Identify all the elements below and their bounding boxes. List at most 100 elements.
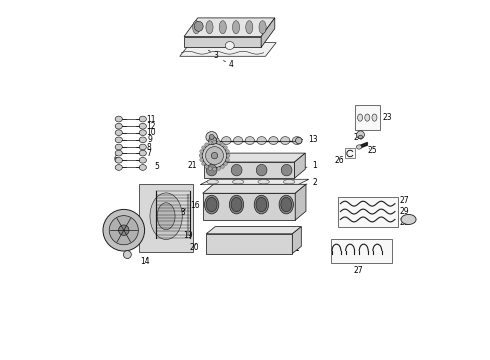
Ellipse shape xyxy=(356,145,362,149)
Ellipse shape xyxy=(281,197,292,212)
Text: 2: 2 xyxy=(305,178,318,187)
Bar xyxy=(344,148,355,158)
Ellipse shape xyxy=(254,195,269,214)
Text: 14: 14 xyxy=(141,257,150,266)
Text: 28: 28 xyxy=(399,218,409,227)
Ellipse shape xyxy=(232,180,244,184)
Ellipse shape xyxy=(358,114,363,121)
Text: 10: 10 xyxy=(147,128,156,137)
Ellipse shape xyxy=(231,197,242,212)
Ellipse shape xyxy=(193,21,200,34)
Polygon shape xyxy=(261,18,275,47)
Polygon shape xyxy=(294,153,305,178)
Text: 20: 20 xyxy=(189,243,199,252)
Ellipse shape xyxy=(139,137,147,143)
Ellipse shape xyxy=(200,158,203,162)
Ellipse shape xyxy=(365,114,370,121)
Ellipse shape xyxy=(139,116,147,122)
Text: 3: 3 xyxy=(208,50,218,60)
Ellipse shape xyxy=(281,165,292,176)
Ellipse shape xyxy=(209,134,214,139)
Polygon shape xyxy=(180,42,276,56)
Ellipse shape xyxy=(205,165,208,168)
Ellipse shape xyxy=(205,147,223,165)
Polygon shape xyxy=(206,226,301,234)
Text: 27: 27 xyxy=(399,196,409,205)
Polygon shape xyxy=(204,162,294,178)
Ellipse shape xyxy=(226,150,229,153)
Ellipse shape xyxy=(210,136,219,144)
Ellipse shape xyxy=(115,137,122,143)
Ellipse shape xyxy=(232,21,240,34)
Polygon shape xyxy=(139,184,193,252)
Ellipse shape xyxy=(123,251,131,258)
Ellipse shape xyxy=(293,136,302,144)
Ellipse shape xyxy=(224,146,227,149)
Polygon shape xyxy=(203,184,306,193)
Ellipse shape xyxy=(119,225,129,235)
Ellipse shape xyxy=(139,150,147,156)
Ellipse shape xyxy=(139,157,147,163)
Ellipse shape xyxy=(281,136,290,144)
Ellipse shape xyxy=(226,158,229,162)
Ellipse shape xyxy=(295,137,302,144)
Ellipse shape xyxy=(206,132,218,142)
Text: 1: 1 xyxy=(305,161,318,170)
Text: 12: 12 xyxy=(147,122,156,131)
Bar xyxy=(355,105,380,130)
Text: 23: 23 xyxy=(383,113,392,122)
Ellipse shape xyxy=(115,116,122,122)
Ellipse shape xyxy=(256,165,267,176)
Ellipse shape xyxy=(207,180,219,184)
Ellipse shape xyxy=(211,152,218,159)
Ellipse shape xyxy=(213,140,216,144)
Ellipse shape xyxy=(256,197,267,212)
Polygon shape xyxy=(184,37,261,47)
Text: 27: 27 xyxy=(354,266,363,275)
Ellipse shape xyxy=(115,150,122,156)
Ellipse shape xyxy=(269,136,278,144)
Ellipse shape xyxy=(115,157,122,163)
Ellipse shape xyxy=(209,136,217,144)
Ellipse shape xyxy=(245,21,253,34)
Ellipse shape xyxy=(372,114,377,121)
Ellipse shape xyxy=(205,143,208,147)
Text: 19: 19 xyxy=(184,227,193,240)
Ellipse shape xyxy=(219,21,226,34)
Ellipse shape xyxy=(139,144,147,150)
Ellipse shape xyxy=(157,203,175,230)
Ellipse shape xyxy=(231,165,242,176)
Text: 18: 18 xyxy=(176,208,186,217)
Ellipse shape xyxy=(225,41,234,49)
Bar xyxy=(331,239,392,263)
Polygon shape xyxy=(200,179,309,185)
Ellipse shape xyxy=(357,131,365,139)
Ellipse shape xyxy=(224,162,227,165)
Ellipse shape xyxy=(139,165,147,170)
Polygon shape xyxy=(203,193,295,220)
Ellipse shape xyxy=(139,123,147,129)
Ellipse shape xyxy=(217,141,220,144)
Text: 21: 21 xyxy=(187,161,203,170)
Ellipse shape xyxy=(200,150,203,153)
Polygon shape xyxy=(184,18,275,37)
Text: 15: 15 xyxy=(134,226,144,235)
Ellipse shape xyxy=(221,136,231,144)
Ellipse shape xyxy=(103,210,145,251)
Ellipse shape xyxy=(115,144,122,150)
Text: 31: 31 xyxy=(291,244,300,253)
Polygon shape xyxy=(206,234,293,253)
Polygon shape xyxy=(293,226,301,253)
Ellipse shape xyxy=(202,143,227,168)
Text: 16: 16 xyxy=(191,197,200,210)
Ellipse shape xyxy=(217,167,220,170)
Text: 25: 25 xyxy=(367,146,377,155)
Ellipse shape xyxy=(220,165,224,168)
Ellipse shape xyxy=(279,195,294,214)
Polygon shape xyxy=(295,184,306,220)
Text: 24: 24 xyxy=(353,133,363,142)
Ellipse shape xyxy=(109,216,138,245)
Text: 7: 7 xyxy=(147,149,151,158)
Text: 6: 6 xyxy=(113,155,118,164)
Ellipse shape xyxy=(150,193,182,239)
